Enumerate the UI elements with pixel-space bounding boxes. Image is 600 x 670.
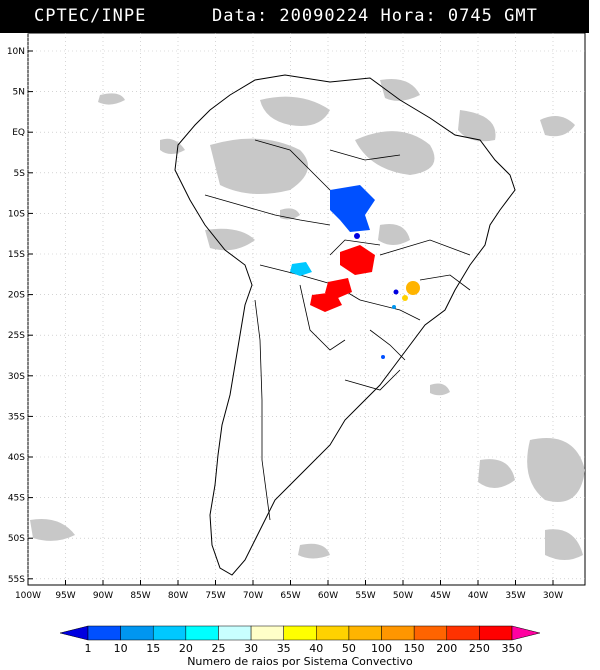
lightning-legend: 1 10 15 20 25 30 35 40 50 100 150 200 250 350 Numero … — [59, 625, 541, 668]
legend-color-swatch — [316, 625, 350, 641]
legend-color-swatch — [446, 625, 480, 641]
legend-color-swatch — [511, 625, 541, 641]
lat-tick-label: 10S — [8, 209, 25, 219]
title-bar: CPTEC/INPE Data: 20090224 Hora: 0745 GMT — [0, 0, 589, 33]
lightning-cell-orange — [406, 281, 420, 295]
lat-tick-label: 5N — [13, 88, 25, 98]
lon-tick-label: 35W — [505, 591, 525, 601]
lat-tick-label: EQ — [12, 128, 25, 138]
lightning-cell-small-blue-2 — [381, 355, 385, 359]
lightning-cell-yellow — [402, 295, 408, 301]
legend-color-swatch — [218, 625, 252, 641]
legend-label: 100 — [371, 642, 392, 655]
lat-tick-label: 30S — [8, 372, 25, 382]
lon-tick-label: 85W — [130, 591, 150, 601]
latitude-axis: 10N 5N EQ 5S 10S 15S 20S 25S 30S 35S 40S 45S 50S 55S — [7, 47, 33, 585]
legend-label: 350 — [502, 642, 523, 655]
lon-tick-label: 30W — [543, 591, 563, 601]
lightning-cell-red-3 — [310, 292, 342, 312]
lon-tick-label: 95W — [55, 591, 75, 601]
convective-cloud-areas — [30, 79, 585, 560]
legend-color-swatch — [479, 625, 513, 641]
legend-label: 250 — [469, 642, 490, 655]
legend-label: 50 — [342, 642, 356, 655]
lat-tick-label: 45S — [8, 494, 25, 504]
legend-color-swatch — [120, 625, 154, 641]
lon-tick-label: 60W — [318, 591, 338, 601]
product-title: CPTEC/INPE — [34, 6, 147, 26]
lon-tick-label: 40W — [468, 591, 488, 601]
legend-color-swatch — [381, 625, 415, 641]
country-borders — [204, 139, 471, 521]
lon-tick-label: 75W — [205, 591, 225, 601]
lon-tick-label: 55W — [355, 591, 375, 601]
lat-tick-label: 20S — [8, 291, 25, 301]
legend-label: 10 — [114, 642, 128, 655]
legend-color-swatch — [413, 625, 448, 641]
lat-tick-label: 55S — [8, 575, 25, 585]
lat-tick-label: 5S — [14, 169, 26, 179]
legend-label: 35 — [277, 642, 291, 655]
legend-color-bar — [59, 625, 541, 641]
lon-tick-label: 70W — [243, 591, 263, 601]
legend-title: Numero de raios por Sistema Convectivo — [187, 655, 413, 668]
lon-tick-label: 100W — [15, 591, 41, 601]
lightning-cell-blue — [330, 185, 375, 232]
legend-label: 150 — [404, 642, 425, 655]
date-time-label: Data: 20090224 Hora: 0745 GMT — [212, 6, 538, 26]
lightning-cell-cyan — [290, 262, 312, 276]
lightning-cells — [290, 185, 420, 359]
legend-color-swatch — [348, 625, 382, 641]
legend-label: 30 — [244, 642, 258, 655]
legend-color-swatch — [87, 625, 121, 641]
lightning-cell-dark-blue — [354, 233, 360, 239]
lightning-cell-small-lightblue — [392, 305, 396, 309]
lat-tick-label: 40S — [8, 453, 25, 463]
legend-color-swatch — [59, 625, 89, 641]
lat-tick-label: 10N — [7, 47, 25, 57]
lightning-cell-small-blue — [393, 289, 399, 295]
legend-color-swatch — [250, 625, 284, 641]
legend-color-swatch — [185, 625, 219, 641]
lightning-cell-red-1 — [340, 245, 375, 275]
legend-labels: 1 10 15 20 25 30 35 40 50 100 150 200 250 350 — [85, 642, 523, 655]
lightning-map: 10N5NEQ5S10S15S20S25S30S35S40S45S50S55S … — [7, 32, 586, 601]
legend-color-swatch — [152, 625, 187, 641]
legend-label: 20 — [179, 642, 193, 655]
legend-label: 1 — [85, 642, 92, 655]
legend-label: 200 — [436, 642, 457, 655]
legend-label: 15 — [146, 642, 160, 655]
lat-tick-label: 35S — [8, 412, 25, 422]
lon-tick-label: 45W — [430, 591, 450, 601]
lon-tick-label: 65W — [280, 591, 300, 601]
legend-color-swatch — [283, 625, 317, 641]
coastline — [174, 74, 516, 576]
longitude-axis: 100W 95W 90W 85W 80W 75W 70W 65W 60W 55W 50W 45W 40W… — [15, 580, 563, 601]
lat-tick-label: 25S — [8, 331, 25, 341]
legend-label: 25 — [211, 642, 225, 655]
legend-label: 40 — [309, 642, 323, 655]
lon-tick-label: 90W — [93, 591, 113, 601]
lat-tick-label: 50S — [8, 534, 25, 544]
lat-tick-label: 15S — [8, 250, 25, 260]
lon-tick-label: 80W — [168, 591, 188, 601]
lon-tick-label: 50W — [393, 591, 413, 601]
